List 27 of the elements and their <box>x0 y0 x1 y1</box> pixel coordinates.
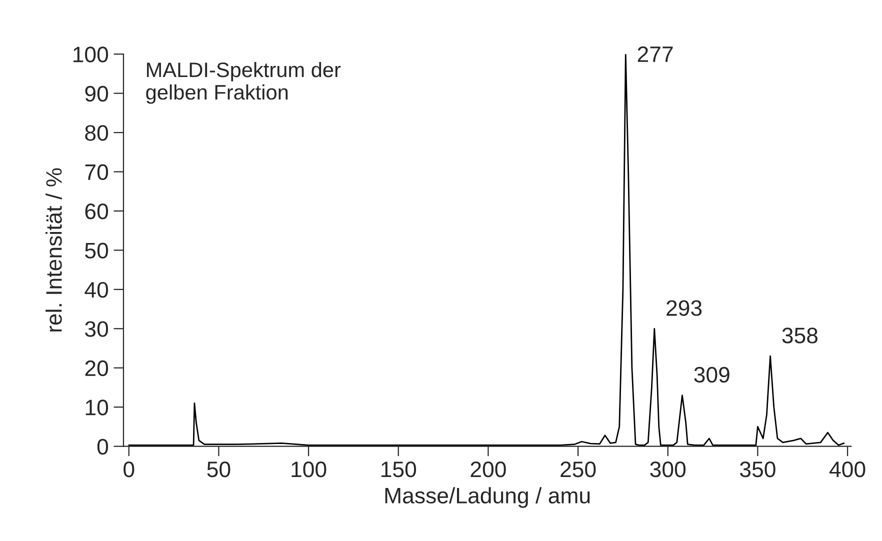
x-axis-title: Masse/Ladung / amu <box>385 487 590 508</box>
y-axis-title: rel. Intensität / % <box>46 168 62 332</box>
y-tick-label: 80 <box>85 125 108 141</box>
y-tick-label: 90 <box>85 86 108 102</box>
y-tick-label: 0 <box>97 438 108 455</box>
y-tick-label: 60 <box>85 204 108 220</box>
annotation: 293 <box>666 300 702 316</box>
annotation: 358 <box>782 328 818 344</box>
y-tick-label: 30 <box>85 321 108 337</box>
text: MALDI-Spektrum der gelben Fraktion <box>146 62 341 104</box>
y-tick-label: 10 <box>86 400 108 416</box>
x-tick-label: 150 <box>382 461 416 478</box>
x-tick-label: 200 <box>470 461 506 478</box>
x-tick-label: 50 <box>207 461 230 478</box>
y-tick-label: 100 <box>74 46 108 62</box>
x-tick-label: 350 <box>740 461 776 478</box>
annotation: 277 <box>638 46 673 62</box>
x-tick-label: 250 <box>560 461 596 478</box>
y-tick-label: 20 <box>85 360 108 376</box>
y-tick-label: 50 <box>85 242 108 258</box>
x-tick-label: 400 <box>830 461 866 478</box>
y-tick-label: 40 <box>84 282 108 298</box>
annotation: 309 <box>694 366 730 383</box>
y-tick-label: 70 <box>85 164 108 180</box>
x-tick-label: 100 <box>292 461 326 478</box>
x-tick-label: 300 <box>650 461 686 478</box>
x-tick-label: 0 <box>124 461 134 478</box>
